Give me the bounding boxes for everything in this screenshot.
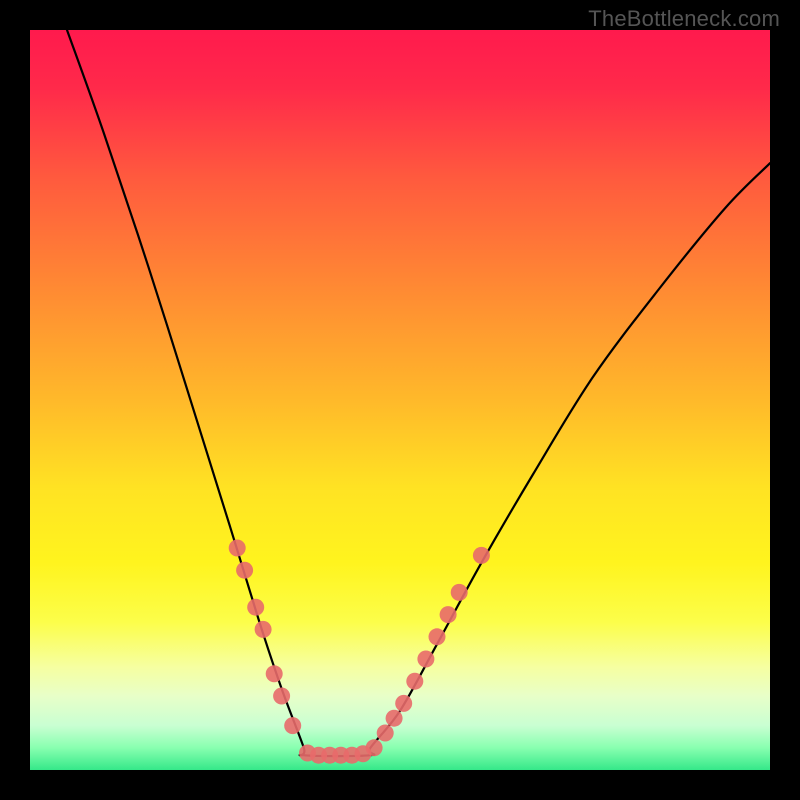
marker-left: [236, 562, 253, 579]
marker-right: [377, 725, 394, 742]
watermark-text: TheBottleneck.com: [588, 6, 780, 32]
marker-bottom: [366, 739, 383, 756]
marker-left: [284, 717, 301, 734]
marker-right: [386, 710, 403, 727]
plot-area: [30, 30, 770, 770]
marker-right: [417, 651, 434, 668]
marker-right: [429, 628, 446, 645]
chart-stage: TheBottleneck.com: [0, 0, 800, 800]
marker-right: [451, 584, 468, 601]
marker-left: [229, 540, 246, 557]
marker-right: [395, 695, 412, 712]
marker-left: [266, 665, 283, 682]
marker-right: [440, 606, 457, 623]
marker-left: [273, 688, 290, 705]
marker-left: [255, 621, 272, 638]
marker-right: [473, 547, 490, 564]
chart-svg: [0, 0, 800, 800]
marker-left: [247, 599, 264, 616]
marker-right: [406, 673, 423, 690]
